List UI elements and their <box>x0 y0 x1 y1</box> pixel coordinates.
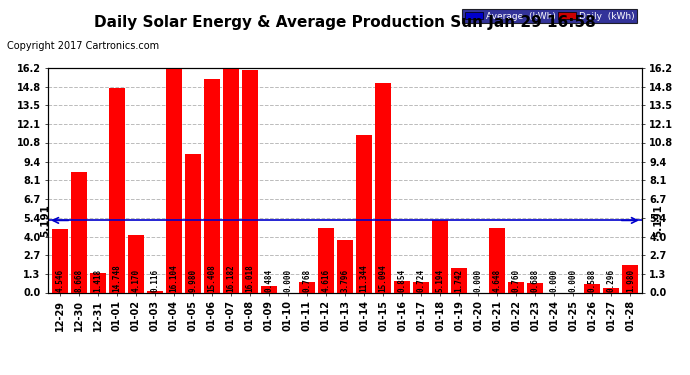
Text: 0.688: 0.688 <box>531 268 540 292</box>
Text: 0.724: 0.724 <box>417 268 426 292</box>
Text: 5.191: 5.191 <box>40 204 50 237</box>
Text: 0.588: 0.588 <box>588 268 597 292</box>
Bar <box>223 68 239 292</box>
Bar <box>241 70 258 292</box>
Text: 0.760: 0.760 <box>512 268 521 292</box>
Text: 15.094: 15.094 <box>379 264 388 292</box>
Bar <box>508 282 524 292</box>
Bar <box>432 220 448 292</box>
Text: 0.000: 0.000 <box>284 268 293 292</box>
Bar <box>375 83 391 292</box>
Text: Copyright 2017 Cartronics.com: Copyright 2017 Cartronics.com <box>7 41 159 51</box>
Text: 4.616: 4.616 <box>322 268 331 292</box>
Bar <box>413 282 429 292</box>
Text: 0.854: 0.854 <box>397 268 406 292</box>
Bar <box>489 228 505 292</box>
Bar <box>318 228 334 292</box>
Text: 0.296: 0.296 <box>607 268 615 292</box>
Bar <box>204 78 220 292</box>
Bar <box>128 235 144 292</box>
Bar <box>70 172 87 292</box>
Text: 0.484: 0.484 <box>264 268 273 292</box>
Text: 1.742: 1.742 <box>455 268 464 292</box>
Bar <box>166 69 182 292</box>
Text: Daily Solar Energy & Average Production Sun Jan 29 16:58: Daily Solar Energy & Average Production … <box>94 15 596 30</box>
Text: 4.648: 4.648 <box>493 268 502 292</box>
Text: 14.748: 14.748 <box>112 264 121 292</box>
Bar <box>356 135 372 292</box>
Text: 4.170: 4.170 <box>131 268 140 292</box>
Legend: Average  (kWh), Daily  (kWh): Average (kWh), Daily (kWh) <box>462 9 637 23</box>
Text: 0.116: 0.116 <box>150 268 159 292</box>
Text: 3.796: 3.796 <box>340 268 350 292</box>
Text: 0.000: 0.000 <box>473 268 482 292</box>
Text: 15.408: 15.408 <box>208 264 217 292</box>
Text: 5.194: 5.194 <box>435 268 444 292</box>
Bar <box>527 283 543 292</box>
Bar <box>90 273 106 292</box>
Bar <box>109 88 125 292</box>
Text: 4.546: 4.546 <box>55 268 64 292</box>
Bar <box>147 291 163 292</box>
Bar <box>622 265 638 292</box>
Bar <box>299 282 315 292</box>
Text: 5.191: 5.191 <box>653 204 664 237</box>
Text: 0.768: 0.768 <box>302 268 311 292</box>
Text: 8.668: 8.668 <box>75 268 83 292</box>
Text: 16.104: 16.104 <box>169 264 178 292</box>
Bar <box>603 288 620 292</box>
Text: 1.418: 1.418 <box>93 268 102 292</box>
Text: 1.980: 1.980 <box>626 268 635 292</box>
Bar <box>261 286 277 292</box>
Text: 9.980: 9.980 <box>188 268 197 292</box>
Text: 11.344: 11.344 <box>359 264 368 292</box>
Bar <box>584 284 600 292</box>
Bar <box>52 230 68 292</box>
Text: 0.000: 0.000 <box>569 268 578 292</box>
Bar <box>337 240 353 292</box>
Text: 16.182: 16.182 <box>226 264 235 292</box>
Text: 16.018: 16.018 <box>246 264 255 292</box>
Bar <box>185 154 201 292</box>
Bar <box>451 268 467 292</box>
Bar <box>394 280 410 292</box>
Text: 0.000: 0.000 <box>550 268 559 292</box>
